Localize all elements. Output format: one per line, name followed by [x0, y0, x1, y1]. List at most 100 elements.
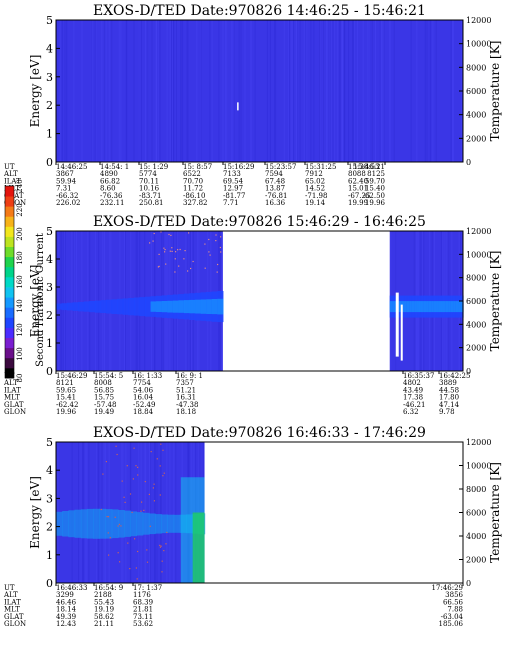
texture-streak: [108, 20, 110, 162]
texture-streak: [288, 20, 290, 162]
band-cell: [89, 301, 96, 313]
y-tick-label: 1: [46, 128, 53, 141]
y-tick-label: 2: [46, 309, 53, 322]
eph-value: 13.87: [265, 185, 285, 193]
eph-value: 14:54: 1: [100, 163, 129, 171]
texture-streak: [71, 231, 73, 371]
texture-streak: [159, 20, 161, 162]
band-cell: [161, 514, 168, 534]
band-cell: [72, 302, 79, 311]
eph-row-label: GLON: [4, 408, 26, 416]
noise-dot: [143, 509, 145, 511]
band-core: [426, 301, 430, 313]
y-tick-label: 5: [46, 225, 53, 238]
noise-dot: [137, 466, 139, 468]
noise-dot: [140, 510, 142, 512]
y2-tick-label: 2000: [466, 556, 486, 565]
eph-value: 16:46:33: [56, 584, 87, 592]
y-tick-label: 0: [46, 156, 53, 169]
eph-value: 53.62: [133, 620, 153, 628]
hot-region: [192, 512, 205, 583]
band-core: [421, 301, 425, 313]
band-cell: [117, 510, 125, 538]
panel-2: EXOS-D/TED Date:970826 15:46:29 - 16:46:…: [3, 214, 502, 416]
band-core: [189, 299, 196, 314]
colorbar-cell: [5, 287, 14, 298]
eph-value: 44.58: [439, 386, 459, 394]
noise-dot: [117, 525, 119, 527]
texture-streak: [95, 20, 97, 162]
colorbar-cell: [5, 276, 14, 288]
texture-streak: [145, 20, 146, 162]
eph-value: 17.38: [403, 394, 423, 402]
noise-dot: [160, 231, 162, 233]
noise-dot: [117, 552, 119, 554]
band-cell: [106, 299, 113, 314]
y-axis-label: Energy [eV]: [28, 476, 42, 549]
eph-value: 15.01: [348, 185, 368, 193]
colorbar-tick-label: 220: [16, 203, 24, 216]
band-core: [443, 301, 447, 313]
eph-value: 8.60: [100, 185, 116, 193]
noise-dot: [133, 447, 135, 449]
colorbar-cell: [5, 206, 14, 217]
eph-value: 16.31: [176, 394, 196, 402]
noise-dot: [159, 546, 161, 548]
y2-tick-label: 4000: [466, 532, 486, 541]
eph-value: 232.11: [100, 199, 125, 207]
band-core: [161, 301, 168, 313]
y2-tick-label: 8000: [466, 63, 486, 72]
texture-streak: [175, 442, 177, 583]
eph-value: 15:38:53: [348, 163, 379, 171]
band-cell: [145, 296, 152, 317]
noise-dot: [153, 500, 155, 502]
noise-dot: [124, 501, 126, 503]
noise-dot: [209, 254, 211, 256]
eph-value: 15.41: [56, 394, 76, 402]
texture-streak: [352, 20, 354, 162]
eph-value: 17.80: [439, 394, 459, 402]
texture-streak: [61, 231, 63, 371]
band-core: [172, 300, 179, 313]
texture-streak: [173, 20, 175, 162]
band-core: [200, 299, 207, 314]
eph-value: 7.88: [447, 606, 463, 614]
eph-value: 4802: [403, 379, 421, 387]
texture-streak: [450, 20, 452, 162]
noise-dot: [220, 236, 222, 238]
noise-dot: [123, 496, 125, 498]
chart-title: EXOS-D/TED Date:970826 15:46:29 - 16:46:…: [93, 214, 426, 230]
eph-value: 65.02: [305, 177, 325, 185]
texture-streak: [169, 442, 171, 583]
texture-streak: [393, 20, 395, 162]
texture-streak: [381, 20, 383, 162]
noise-dot: [160, 443, 162, 445]
noise-dot: [129, 493, 132, 495]
band-cell: [94, 300, 102, 313]
eph-value: 16: 9: 1: [176, 372, 203, 380]
eph-value: 15:31:25: [305, 163, 336, 171]
band-cell: [100, 300, 107, 313]
noise-dot: [216, 271, 218, 273]
noise-dot: [190, 267, 192, 270]
texture-streak: [180, 20, 182, 162]
eph-value: 7594: [265, 170, 283, 178]
eph-value: 46.46: [56, 598, 77, 606]
y2-tick-label: 0: [466, 158, 471, 167]
texture-streak: [310, 20, 312, 162]
texture-streak: [133, 20, 135, 162]
texture-streak: [250, 20, 252, 162]
band-core: [445, 301, 449, 313]
noise-dot: [102, 473, 104, 475]
chart-title: EXOS-D/TED Date:970826 16:46:33 - 17:46:…: [93, 425, 426, 441]
eph-value: 15:23:57: [265, 163, 296, 171]
eph-value: 12.97: [223, 185, 243, 193]
colorbar-cell: [5, 256, 14, 268]
eph-value: 70.11: [139, 177, 159, 185]
texture-streak: [222, 20, 224, 162]
texture-streak: [283, 20, 285, 162]
y-tick-label: 3: [46, 492, 53, 505]
colorbar-cell: [5, 246, 14, 258]
noise-dot: [184, 250, 186, 252]
